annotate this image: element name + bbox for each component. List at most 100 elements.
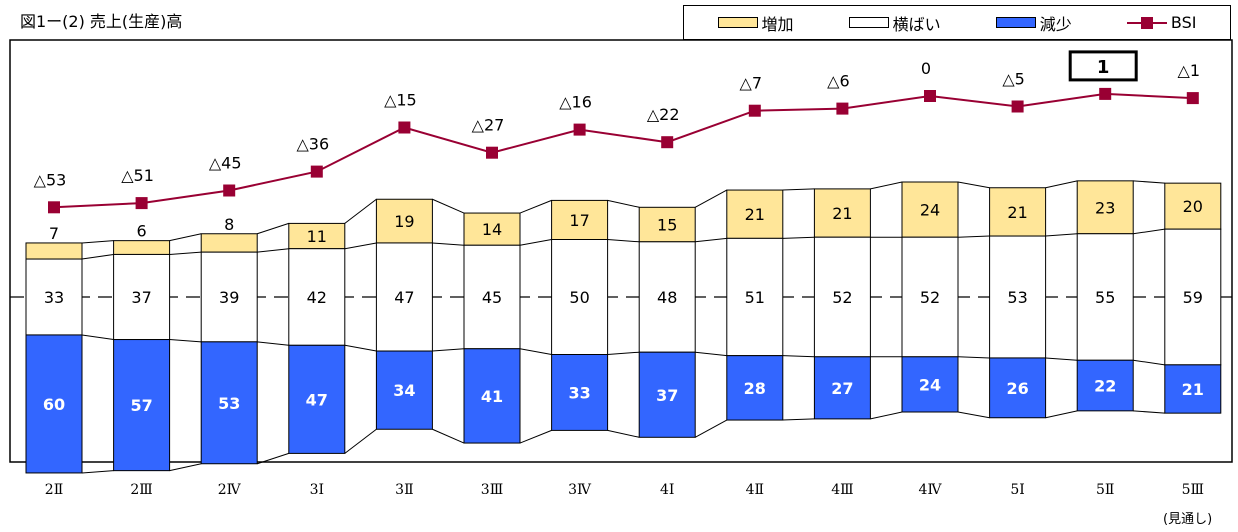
legend-swatch-flat [848,17,889,28]
forecast-note: (見通し) [1163,512,1213,527]
bsi-marker [661,136,674,149]
bar-decrease [375,350,433,430]
bsi-marker [310,165,323,178]
x-tick-label: 5Ⅰ [1010,482,1024,498]
x-tick-label: 2Ⅲ [130,482,152,498]
legend-item-flat: 横ばい [848,11,941,35]
segment-connector [432,242,465,246]
highlight-label: 1 [1097,57,1110,78]
segment-connector [432,428,465,444]
segment-connector [957,356,990,359]
x-tick-label: 5Ⅲ [1182,482,1204,498]
bsi-label: △51 [121,166,154,185]
bsi-label: 0 [921,59,931,78]
segment-connector [169,339,202,343]
label-increase: 21 [745,205,765,224]
legend-swatch-decrease [995,17,1036,28]
label-decrease: 27 [831,379,853,398]
segment-connector [169,463,202,472]
label-decrease: 24 [919,375,941,394]
bsi-marker [398,121,411,134]
label-flat: 37 [131,288,151,307]
segment-connector [1133,180,1165,184]
label-flat: 52 [920,288,940,307]
segment-connector [695,237,727,243]
x-tick-label: 4Ⅱ [746,482,764,498]
label-flat: 59 [1183,288,1203,307]
bar-decrease [463,348,521,444]
label-decrease: 53 [218,394,240,413]
segment-connector [81,470,114,474]
label-flat-bg [1175,286,1210,306]
bar-decrease [813,356,871,420]
bar-increase [901,181,959,238]
segment-connector [607,429,640,438]
bsi-label: △6 [827,72,849,91]
x-tick-label: 3Ⅰ [310,482,324,498]
bar-decrease [551,354,609,431]
bsi-marker [48,201,60,214]
label-flat: 47 [394,288,414,307]
label-flat: 52 [832,288,852,307]
label-decrease: 21 [1182,380,1204,399]
label-flat-bg [562,286,597,306]
segment-connector [957,411,990,419]
segment-connector [870,411,903,420]
label-increase: 6 [137,222,147,241]
bsi-marker [135,197,148,210]
bar-increase [200,233,258,253]
segment-connector [81,334,114,341]
bar-decrease [901,356,959,413]
segment-connector [519,429,552,444]
label-flat-bg [299,286,334,306]
segment-connector [257,341,289,346]
label-flat: 51 [745,288,765,307]
bsi-label: △53 [34,170,67,189]
label-flat: 42 [307,288,327,307]
label-flat-bg [212,286,247,306]
label-increase: 7 [49,224,59,243]
bar-increase [989,187,1047,237]
segment-connector [81,240,114,244]
x-tick-label: 4Ⅲ [831,482,853,498]
bsi-label: △15 [384,91,417,110]
legend-label-increase: 増加 [761,14,794,34]
legend-label-flat: 横ばい [892,14,941,34]
bsi-label: △5 [1002,70,1024,89]
label-increase: 23 [1095,198,1115,217]
bsi-label: △7 [740,74,762,93]
bar-decrease [1076,359,1134,412]
label-decrease: 47 [306,390,328,409]
bar-decrease [1164,364,1222,414]
bsi-marker [836,102,849,115]
bsi-label: △16 [559,93,592,112]
segment-connector [519,239,552,246]
segment-connector [1045,233,1078,237]
segment-connector [81,253,114,260]
bsi-marker [573,123,586,136]
bar-increase [463,212,521,246]
bar-increase [813,188,871,238]
label-increase: 21 [1007,203,1027,222]
segment-connector [782,418,815,421]
x-tick-label: 4Ⅳ [919,482,943,498]
bar-increase [1076,180,1134,235]
legend-swatch-bsi [1126,16,1167,30]
label-increase: 19 [394,212,414,231]
highlight-box [1068,50,1138,82]
label-flat: 53 [1007,288,1027,307]
bsi-marker [924,90,936,102]
label-flat-bg [37,286,71,306]
segment-connector [257,452,289,465]
label-decrease: 60 [43,395,65,414]
segment-connector [607,199,640,208]
bsi-label: △1 [1178,61,1200,80]
bar-decrease [989,357,1047,419]
x-tick-label: 5Ⅱ [1096,482,1114,498]
legend-item-bsi: BSI [1126,13,1196,32]
legend-item-decrease: 減少 [995,11,1072,35]
chart-title: 図1ー(2) 売上(生産)高 [20,12,183,31]
segment-connector [1045,180,1078,189]
label-decrease: 34 [393,381,415,400]
segment-connector [344,242,377,250]
